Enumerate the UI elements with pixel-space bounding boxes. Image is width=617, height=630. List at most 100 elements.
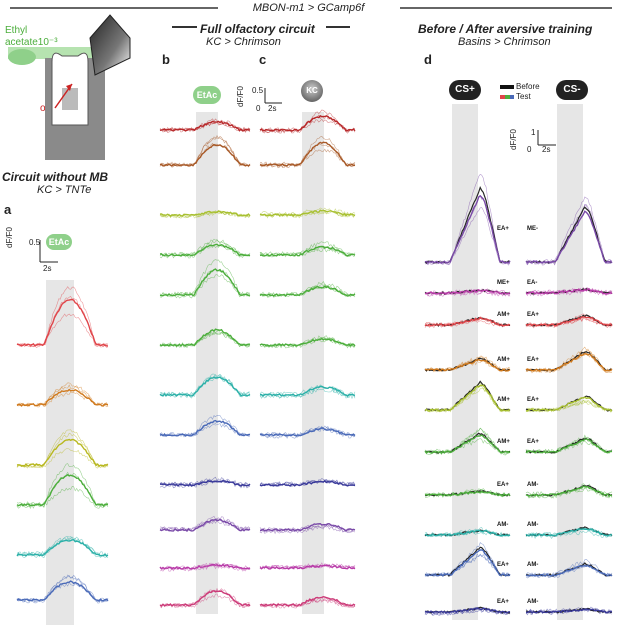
panel-c-trace-9-trial: [259, 525, 356, 535]
panel-d-cs-minus-trace-6-mean: [525, 485, 613, 497]
panel-b-trace-1-trial: [159, 135, 251, 167]
panel-b-trace-7-mean: [159, 419, 251, 437]
panel-b-scale-x0: 0: [256, 104, 261, 113]
panel-b-trace-2-mean: [159, 210, 251, 217]
odor-label-1: Ethyl: [5, 25, 28, 36]
panel-c-trace-3-trial: [259, 241, 356, 257]
cs-plus-label: CS+: [455, 84, 475, 95]
legend-test-swatch-red: [500, 95, 505, 99]
panel-b-trace-8-mean: [160, 479, 251, 487]
panel-d-cs-plus-trace-0-mean: [424, 194, 511, 264]
panel-c-trace-0-mean: [259, 115, 356, 132]
panel-d-condition-right-8: AM-: [527, 562, 538, 568]
panel-d-cs-minus-trace-1-trial: [525, 289, 613, 297]
panel-b-trace-11-mean: [159, 590, 251, 607]
panel-d-cs-minus-trace-2-trial: [525, 317, 613, 328]
panel-d-condition-left-3: AM+: [497, 357, 510, 363]
panel-d-cs-minus-trace-1-mean: [526, 288, 613, 295]
panel-c-trace-9-trial: [259, 524, 356, 534]
panel-b-trace-2-trial: [159, 210, 251, 218]
panel-d-condition-right-1: EA-: [527, 280, 537, 286]
legend-test-swatch-blue: [510, 95, 514, 99]
panel-d-cs-plus-trace-1-mean: [424, 289, 511, 295]
panel-c-trace-7-mean: [259, 427, 356, 437]
panel-b-stim-window: [196, 112, 218, 614]
panel-a-trace-2-trial: [16, 432, 109, 468]
panel-b-scale-x: 2s: [268, 104, 277, 113]
panel-d-cs-minus-trace-4-mean: [525, 396, 613, 412]
cs-plus-badge: CS+: [449, 80, 481, 100]
panel-bc-header: Full olfactory circuit: [200, 22, 315, 36]
panel-b-scale-y: 0.5: [252, 86, 264, 95]
panel-d-cs-plus-trace-6-mean: [424, 490, 511, 497]
odor-label-2: acetate10⁻³: [5, 37, 58, 48]
panel-c-trace-10-mean: [259, 564, 356, 570]
panel-bc-genotype: KC > Chrimson: [206, 36, 281, 48]
panel-c-trace-9-mean: [260, 522, 356, 532]
cs-minus-badge: CS-: [556, 80, 588, 100]
panel-d-condition-right-7: AM-: [527, 522, 538, 528]
panel-d-condition-right-4: EA+: [527, 397, 539, 403]
light-source-icon: [89, 14, 131, 76]
panel-a-trace-5-mean: [16, 580, 109, 602]
panel-a-trace-2-trial: [16, 448, 109, 469]
panel-c-kc-badge: KC: [301, 80, 323, 102]
panel-d-cs-minus-trace-5-mean: [525, 438, 613, 454]
panel-c-letter: c: [259, 52, 267, 67]
panel-b-trace-4-trial: [159, 259, 251, 297]
panel-d-scale-x0: 0: [527, 145, 532, 154]
panel-c-trace-8-mean: [259, 480, 356, 487]
panel-a-trace-5-trial: [16, 575, 109, 603]
figure-title: MBON-m1 > GCamp6f: [252, 2, 365, 14]
panel-c-trace-4-mean: [259, 285, 356, 298]
brain-region: [62, 88, 78, 110]
panel-b-trace-11-trial: [159, 593, 251, 609]
panel-b-trace-10-mean: [159, 563, 251, 570]
panel-a-trace-0-trial: [16, 313, 109, 349]
panel-b-trace-2-trial: [159, 209, 251, 219]
panel-d-letter: d: [424, 52, 432, 67]
panel-d-cs-plus-trace-9-mean: [424, 607, 511, 614]
panel-d-condition-left-8: EA+: [497, 562, 509, 568]
panel-d-condition-left-7: AM-: [497, 522, 508, 528]
panel-b-badge-label: EtAc: [196, 90, 218, 100]
panel-c-trace-3-mean: [259, 245, 356, 257]
panel-d-cs-minus-trace-4-trial: [525, 401, 613, 413]
panel-d-cs-minus-trace-2-mean: [525, 316, 613, 327]
panel-c-trace-7-trial: [259, 426, 356, 439]
panel-d-genotype: Basins > Chrimson: [458, 36, 551, 48]
panel-b-trace-9-trial: [159, 518, 251, 532]
panel-b-trace-11-trial: [159, 588, 251, 607]
panel-c-badge-label: KC: [306, 86, 318, 95]
trace-layer: EA+ ME- ME+ EA- AM+ EA+ AM+ EA+ AM+ EA+ AM+ EA+ EA+ A…: [16, 104, 613, 625]
panel-d-cs-plus-trace-2-mean: [424, 316, 511, 327]
legend-test: Test: [516, 92, 531, 101]
panel-c-trace-2-trial: [259, 210, 356, 218]
panel-a-genotype: KC > TNTe: [37, 184, 92, 196]
panel-d-scale-y: 1: [531, 128, 536, 137]
larva-schematic: [8, 14, 131, 160]
panel-b-trace-6-trial: [159, 373, 251, 399]
panel-c-trace-1-mean: [259, 141, 356, 167]
panel-d-condition-right-6: AM-: [527, 482, 538, 488]
panel-d-cs-plus-trace-1-trial: [424, 290, 511, 297]
panel-d-cs-plus-trace-9-trial: [424, 608, 511, 616]
panel-d-condition-left-5: AM+: [497, 439, 510, 445]
panel-d-condition-right-9: AM-: [527, 599, 538, 605]
odor-cloud-icon: [8, 49, 36, 65]
panel-d-scale-x: 2s: [542, 145, 551, 154]
cs-minus-label: CS-: [563, 84, 581, 95]
panel-b-trace-1-mean: [159, 143, 251, 167]
panel-c-trace-3-trial: [259, 248, 356, 258]
panel-a-trace-2-mean: [16, 438, 109, 467]
panel-a-trace-3-trial: [16, 463, 109, 507]
panel-d-condition-left-0: EA+: [497, 226, 509, 232]
panel-d-cs-minus-trace-3-mean: [525, 352, 613, 372]
panel-d-condition-left-4: AM+: [497, 397, 510, 403]
panel-c-trace-11-trial: [259, 598, 356, 609]
panel-d-condition-right-0: ME-: [527, 226, 538, 232]
panel-b-etac-badge: EtAc: [193, 86, 221, 104]
panel-d-condition-left-1: ME+: [497, 280, 510, 286]
panel-b-trace-4-mean: [159, 268, 251, 297]
